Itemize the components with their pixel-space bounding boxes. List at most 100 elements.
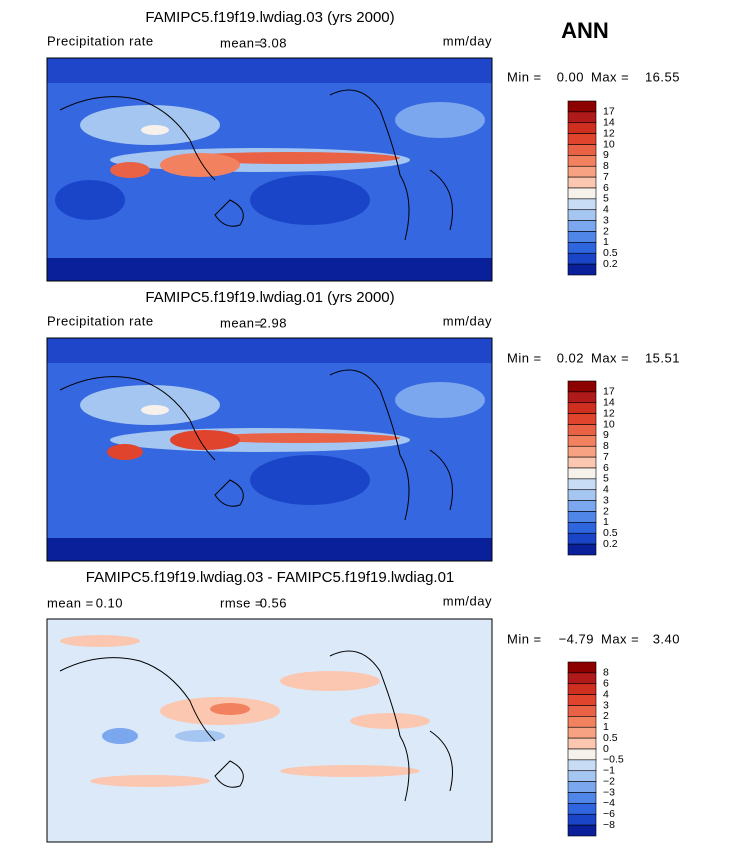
colorbar-label: 2 (603, 505, 609, 517)
max-label: Max = (601, 631, 639, 646)
colorbar-box (567, 424, 597, 436)
colorbar-label: 3 (603, 494, 609, 506)
stat-label: mean= (220, 315, 263, 330)
colorbar-label: 0 (603, 743, 609, 755)
colorbar-label: 3 (603, 214, 609, 226)
colorbar-box (567, 165, 597, 178)
colorbar-box (567, 522, 597, 534)
variable-label: Precipitation rate (47, 313, 154, 328)
colorbar-box (567, 413, 597, 425)
colorbar-box (567, 813, 597, 826)
colorbar-box (567, 380, 597, 393)
colorbar-label: 1 (603, 236, 609, 248)
stat-label: mean = (47, 595, 94, 610)
colorbar-label: 0.2 (603, 538, 618, 550)
colorbar-box (567, 111, 597, 124)
season-label: ANN (561, 18, 609, 43)
colorbar-label: 0.5 (603, 732, 618, 744)
colorbar-box (567, 726, 597, 739)
units: mm/day (443, 33, 492, 48)
units: mm/day (443, 593, 492, 608)
colorbar-label: 0.5 (603, 527, 618, 539)
precip-map (47, 58, 492, 281)
max-value: 15.51 (645, 350, 680, 365)
colorbar-label: −4 (603, 797, 615, 809)
colorbar-box (567, 759, 597, 772)
stat-value: 2.98 (260, 315, 287, 330)
colorbar-label: 5 (603, 193, 609, 205)
colorbar-box (567, 770, 597, 782)
colorbar-box (567, 155, 597, 167)
colorbar-label: 6 (603, 678, 609, 690)
colorbar-label: −3 (603, 786, 615, 798)
colorbar-box (567, 716, 597, 728)
colorbar-label: 0.2 (603, 258, 618, 270)
colorbar-label: 1 (603, 516, 609, 528)
colorbar-box (567, 209, 597, 221)
panel: FAMIPC5.f19f19.lwdiag.03 (yrs 2000) Prec… (46, 9, 680, 282)
colorbar-label: 17 (603, 386, 615, 398)
stat-value: 0.10 (96, 595, 123, 610)
colorbar-label: 3 (603, 699, 609, 711)
colorbar-box (567, 187, 597, 200)
colorbar-label: 14 (603, 397, 615, 409)
colorbar-box (567, 100, 597, 113)
colorbar-label: 4 (603, 688, 609, 700)
colorbar-label: 4 (603, 204, 609, 216)
colorbar-box (567, 661, 597, 674)
colorbar-label: 4 (603, 484, 609, 496)
max-value: 3.40 (653, 631, 680, 646)
colorbar-label: 1 (603, 721, 609, 733)
colorbar-label: 12 (603, 407, 615, 419)
colorbar-box (567, 683, 597, 695)
colorbar-label: 0.5 (603, 247, 618, 259)
colorbar-box (567, 803, 597, 815)
map-frame (46, 337, 493, 562)
colorbar-label: 5 (603, 473, 609, 485)
colorbar-label: −1 (603, 765, 615, 777)
colorbar-box (567, 231, 597, 243)
colorbar-label: 6 (603, 182, 609, 194)
variable-label: Precipitation rate (47, 33, 154, 48)
colorbar-box (567, 824, 597, 837)
colorbar-label: −2 (603, 775, 615, 787)
max-label: Max = (591, 350, 629, 365)
colorbar-label: 7 (603, 451, 609, 463)
colorbar-box (567, 133, 597, 145)
min-label: Min = (507, 69, 542, 84)
colorbar-label: 14 (603, 117, 615, 129)
colorbar-box (567, 467, 597, 480)
stat2-label: rmse = (220, 595, 263, 610)
colorbar-box (567, 122, 597, 134)
min-value: 0.00 (557, 69, 584, 84)
colorbar-box (567, 500, 597, 512)
map-frame (46, 57, 493, 282)
colorbar-box (567, 402, 597, 414)
colorbar-box (567, 705, 597, 717)
colorbar-box (567, 532, 597, 545)
units: mm/day (443, 313, 492, 328)
precip-map (47, 338, 492, 561)
colorbar-box (567, 445, 597, 458)
colorbar-box (567, 489, 597, 501)
colorbar-label: 12 (603, 127, 615, 139)
colorbar-box (567, 220, 597, 232)
min-value: −4.79 (559, 631, 594, 646)
colorbar-box (567, 672, 597, 685)
colorbar-box (567, 242, 597, 254)
colorbar-label: 8 (603, 440, 609, 452)
colorbar-label: 10 (603, 138, 615, 150)
colorbar-box (567, 391, 597, 404)
colorbar-box (567, 748, 597, 761)
min-label: Min = (507, 631, 542, 646)
colorbar-box (567, 144, 597, 156)
panel-title: FAMIPC5.f19f19.lwdiag.03 (yrs 2000) (145, 9, 394, 26)
colorbar-box (567, 176, 597, 189)
colorbar-label: 9 (603, 149, 609, 161)
colorbar-label: 10 (603, 418, 615, 430)
colorbar-box (567, 737, 597, 750)
difference-map (47, 619, 492, 842)
